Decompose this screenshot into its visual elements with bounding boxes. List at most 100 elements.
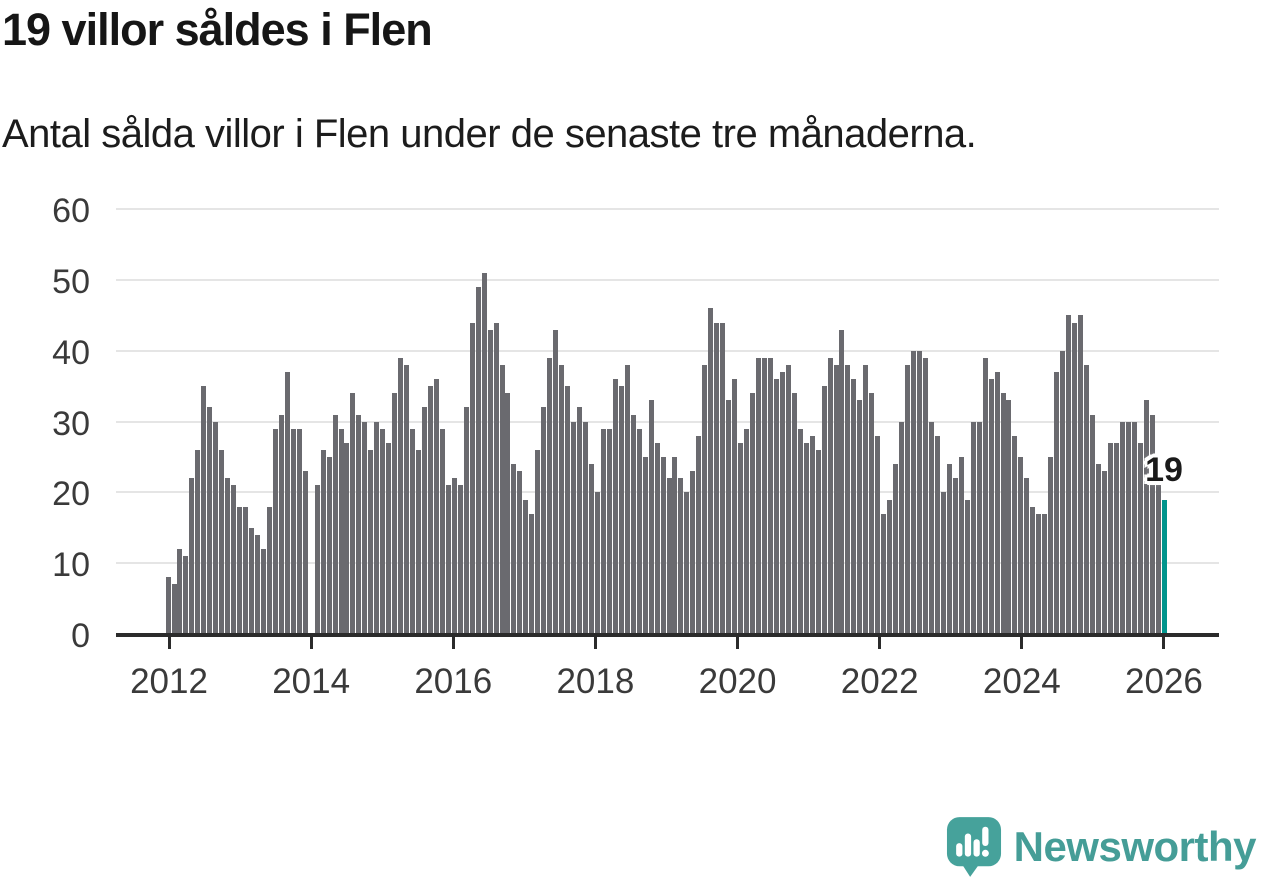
bar — [332, 414, 338, 634]
bar — [672, 457, 678, 634]
bar — [583, 421, 588, 634]
bar — [917, 350, 922, 634]
bar — [1030, 506, 1036, 634]
bar — [433, 379, 439, 634]
bar — [803, 442, 809, 634]
bar — [219, 449, 225, 634]
bar — [911, 350, 916, 634]
bar — [779, 372, 785, 634]
bar — [744, 428, 749, 634]
bar — [475, 287, 481, 634]
bar — [714, 322, 720, 634]
y-tick-label: 60 — [52, 192, 90, 231]
bar — [416, 449, 421, 634]
newsworthy-logo-icon — [946, 817, 1001, 877]
bar — [1149, 414, 1155, 634]
brand-footer[interactable]: Newsworthy — [946, 816, 1257, 878]
bar — [612, 379, 618, 634]
bar — [493, 322, 499, 634]
brand-wordmark: Newsworthy — [1013, 823, 1257, 870]
bar — [457, 485, 463, 634]
bar — [696, 435, 702, 634]
bar — [1101, 471, 1107, 634]
bar — [648, 400, 654, 634]
y-tick-label: 30 — [52, 404, 90, 443]
bar — [708, 308, 714, 634]
bar — [463, 407, 469, 634]
bar — [1125, 421, 1131, 634]
bar — [249, 527, 254, 634]
x-tick-label: 2020 — [698, 662, 777, 701]
y-tick-label: 20 — [52, 475, 90, 514]
bar — [1048, 457, 1054, 634]
bar — [201, 386, 207, 634]
x-axis-line — [116, 633, 1219, 637]
bar — [338, 428, 344, 634]
bar — [1113, 442, 1119, 634]
bar — [195, 449, 201, 634]
bar — [636, 428, 642, 634]
bar — [451, 478, 457, 634]
bar — [958, 457, 964, 634]
bar — [177, 549, 183, 634]
x-tick-label: 2024 — [982, 662, 1061, 701]
chart-title: 19 villor såldes i Flen — [2, 4, 433, 55]
bar — [356, 414, 362, 634]
bar — [588, 464, 594, 634]
bar — [881, 513, 887, 634]
bar — [445, 485, 451, 634]
chart-subtitle: Antal sålda villor i Flen under de senas… — [2, 112, 977, 156]
bar — [1131, 421, 1137, 634]
x-axis-tick — [878, 637, 882, 649]
bar — [290, 428, 296, 634]
bar — [284, 372, 290, 634]
gridline — [116, 420, 1219, 423]
bar — [368, 449, 374, 634]
bar — [487, 329, 493, 634]
bar — [559, 365, 565, 634]
bar — [940, 492, 946, 634]
bar — [887, 499, 893, 634]
bar — [821, 386, 827, 634]
bar — [1042, 513, 1048, 634]
bar — [952, 478, 958, 634]
bar — [410, 428, 415, 634]
bar — [922, 357, 928, 634]
bar — [1036, 513, 1042, 634]
bar — [296, 428, 302, 634]
x-tick-label: 2022 — [840, 662, 919, 701]
x-axis-tick — [593, 637, 597, 649]
bar — [869, 393, 875, 634]
bar — [946, 464, 952, 634]
bar — [165, 577, 171, 634]
bar — [1095, 464, 1101, 634]
bar — [750, 393, 755, 634]
y-tick-label: 0 — [71, 617, 90, 655]
bar — [243, 506, 248, 634]
bar — [875, 435, 881, 634]
bar — [183, 556, 189, 634]
bar — [469, 322, 475, 634]
bar — [606, 428, 612, 634]
bar — [893, 464, 899, 634]
bar — [976, 421, 982, 634]
bar — [833, 365, 839, 634]
bar — [529, 513, 535, 634]
y-tick-label: 10 — [52, 546, 90, 585]
bar — [690, 471, 696, 634]
bar — [660, 457, 666, 634]
bar — [350, 393, 356, 634]
bar — [344, 442, 350, 634]
x-axis-tick — [1162, 637, 1166, 649]
bar — [982, 357, 988, 634]
x-axis-tick — [309, 637, 313, 649]
bar — [326, 457, 332, 634]
bar — [1000, 393, 1006, 634]
bar — [738, 442, 743, 634]
bar — [523, 499, 529, 634]
bar — [1054, 372, 1060, 634]
bar — [255, 534, 260, 634]
bar — [380, 428, 386, 634]
